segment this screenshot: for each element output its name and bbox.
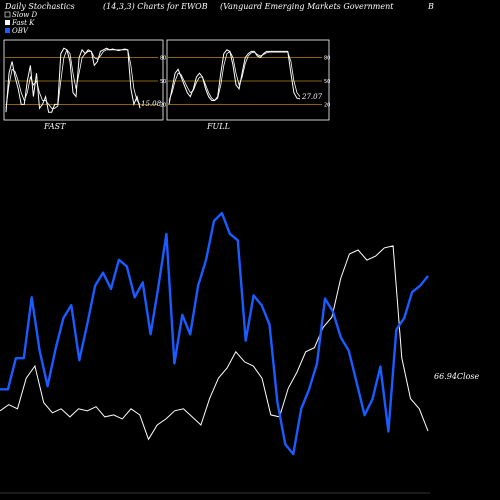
fast-panel-frame [3,39,164,121]
legend: Slow D Fast K OBV [4,11,37,35]
legend-swatch-fast-k [5,20,10,25]
legend-label-obv: OBV [12,27,29,35]
close-price-line [0,245,429,441]
chart-security-name: (Vanguard Emerging Markets Government [220,2,394,11]
close-suffix: Close [457,372,480,381]
full-level-tick-50: 50 [324,79,330,85]
legend-swatch-slow-d [4,11,11,18]
fast-end-value: 15.08 [141,100,162,108]
fast-stochastic-panel: 20 50 80 15.08 FAST [3,39,166,131]
chart-security-name-tail: B [427,2,434,11]
legend-label-slow-d: Slow D [12,11,37,19]
chart-title: Daily Stochastics [4,2,75,11]
full-stochastic-panel: 20 50 80 27.07 FULL [166,39,330,131]
full-end-value: 27.07 [301,93,323,101]
legend-swatch-obv [5,28,10,33]
fast-fast-k-line [5,47,141,113]
fast-slow-d-line [5,49,141,109]
full-full-d-line [168,50,301,102]
full-panel-label: FULL [206,122,230,131]
close-value-label: 66.94Close [434,372,480,381]
fast-level-tick-20: 20 [160,102,166,108]
full-full-k-line [168,49,301,105]
full-level-tick-80: 80 [324,56,330,62]
full-panel-frame [166,39,330,121]
obv-line [0,211,429,456]
fast-level-tick-50: 50 [160,79,166,85]
price-obv-panel: 66.94Close [0,211,480,494]
full-level-tick-20: 20 [324,102,330,108]
close-value: 66.94 [434,372,457,381]
legend-label-fast-k: Fast K [11,19,35,27]
fast-panel-label: FAST [43,122,66,131]
chart-params: (14,3,3) Charts for EWOB [103,2,208,11]
fast-level-tick-80: 80 [160,56,166,62]
